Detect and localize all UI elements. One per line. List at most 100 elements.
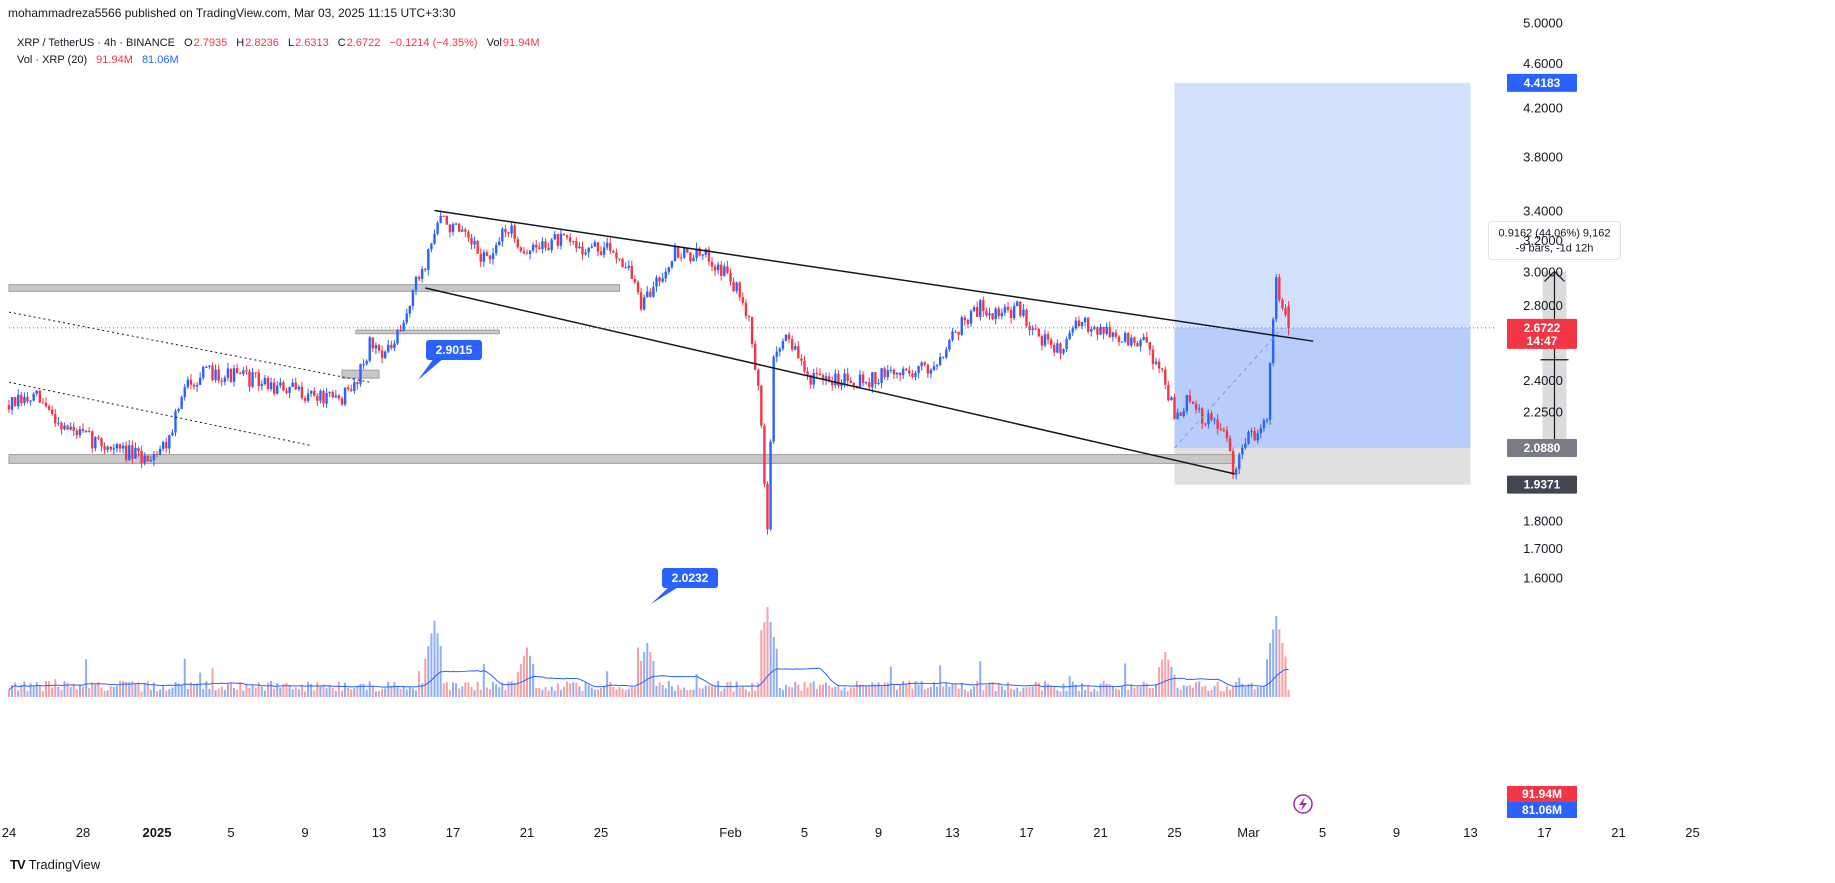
candle-body — [679, 257, 683, 259]
candle-body — [639, 292, 643, 310]
target-zone[interactable] — [1174, 82, 1471, 328]
volume-bar — [1287, 690, 1290, 697]
trendline-1[interactable] — [425, 287, 1235, 475]
volume-bar — [664, 688, 667, 697]
volume-bar — [1198, 681, 1201, 697]
volume-bar — [883, 682, 886, 697]
candle-body — [572, 241, 575, 243]
candle-body — [864, 382, 868, 384]
candle-body — [106, 446, 109, 450]
volume-bar — [94, 684, 97, 697]
price-label-last[interactable] — [1507, 318, 1577, 349]
trendline-0[interactable] — [434, 209, 1314, 342]
volume-bar — [328, 685, 331, 697]
volume-bar — [785, 684, 787, 697]
candle-body — [753, 343, 757, 370]
volume-bar — [29, 683, 32, 697]
support-zone-0[interactable] — [8, 454, 1236, 464]
candle-body — [1059, 343, 1062, 354]
candle-body — [868, 382, 871, 388]
candle-body — [44, 402, 48, 407]
volume-bar — [1074, 684, 1077, 697]
candle-body — [1194, 403, 1198, 410]
trendline-3[interactable] — [8, 381, 310, 446]
tradingview-logo-icon: TV — [10, 857, 26, 872]
candle-body — [615, 252, 618, 259]
volume-bar — [91, 682, 94, 697]
support-zone-2[interactable] — [355, 329, 500, 335]
volume-axis-text: 81.06M — [1522, 803, 1562, 817]
volume-bar — [1222, 691, 1225, 697]
volume-bar — [1077, 690, 1080, 697]
volume-bar — [896, 689, 898, 697]
volume-bar — [152, 682, 155, 697]
volume-bar — [1164, 652, 1167, 697]
candle-body — [815, 372, 819, 374]
candle-body — [1000, 312, 1004, 317]
candle-body — [387, 344, 390, 352]
volume-bar — [732, 691, 735, 697]
volume-bar — [424, 658, 427, 697]
high-value: 2.8236 — [245, 37, 279, 49]
candle-body — [516, 239, 519, 248]
candle-body — [985, 311, 988, 316]
volume-bar — [646, 643, 649, 697]
volume-bar — [482, 664, 485, 697]
price-label-low[interactable] — [1507, 475, 1577, 494]
candle-body — [917, 366, 920, 373]
candle-body — [251, 372, 254, 387]
price-label-stop[interactable] — [1507, 439, 1577, 458]
volume-bar — [374, 691, 377, 697]
volume-bar — [775, 648, 778, 697]
candle-body — [1222, 429, 1226, 431]
volume-bar — [822, 684, 824, 697]
volume-bar — [667, 680, 670, 697]
stop-zone[interactable] — [1174, 448, 1471, 485]
support-zone-1[interactable] — [8, 284, 620, 292]
zone-tag-2-9015-box[interactable] — [426, 340, 482, 360]
volume-bar — [772, 637, 775, 697]
volume-bar — [729, 681, 732, 697]
volume-bar — [226, 684, 229, 697]
volume-bar — [942, 686, 945, 697]
volume-bar — [1179, 689, 1182, 697]
price-label-text: 2.0880 — [1524, 441, 1561, 455]
candle-body — [858, 374, 862, 387]
volume-bar — [1213, 685, 1216, 697]
candle-body — [963, 317, 967, 321]
trendline-2[interactable] — [8, 311, 370, 383]
candle-body — [972, 307, 976, 311]
x-tick-label: 5 — [1319, 825, 1326, 840]
candle-body — [195, 385, 199, 387]
symbol-name[interactable]: XRP / TetherUS · 4h · BINANCE — [17, 37, 175, 49]
volume-indicator-label[interactable]: Vol · XRP (20) — [17, 54, 88, 66]
candle-body — [1099, 326, 1102, 335]
zone-tag-2-0232-box[interactable] — [662, 568, 718, 588]
entry-zone[interactable] — [1174, 327, 1471, 449]
candle-body — [276, 385, 279, 394]
candle-body — [470, 237, 473, 245]
volume-bar — [711, 685, 713, 697]
volume-bar — [763, 622, 766, 697]
volume-bar — [217, 688, 220, 697]
candle-body — [1225, 430, 1229, 439]
volume-bar — [461, 686, 464, 697]
y-tick-label: 5.0000 — [1523, 16, 1563, 31]
price-label-target[interactable] — [1507, 73, 1577, 92]
candle-body — [266, 377, 270, 390]
volume-bar — [445, 682, 448, 697]
candle-body — [1136, 342, 1139, 347]
volume-bar — [741, 685, 744, 697]
volume-bar — [914, 681, 917, 697]
candle-body — [852, 382, 856, 386]
candle-body — [1080, 321, 1084, 327]
volume-bar — [257, 682, 260, 697]
candle-body — [257, 372, 260, 387]
candle-body — [747, 315, 751, 317]
candle-body — [504, 228, 507, 233]
volume-bar — [467, 682, 470, 697]
candle-body — [1114, 332, 1118, 337]
candle-body — [214, 369, 217, 381]
candle-body — [692, 257, 695, 262]
